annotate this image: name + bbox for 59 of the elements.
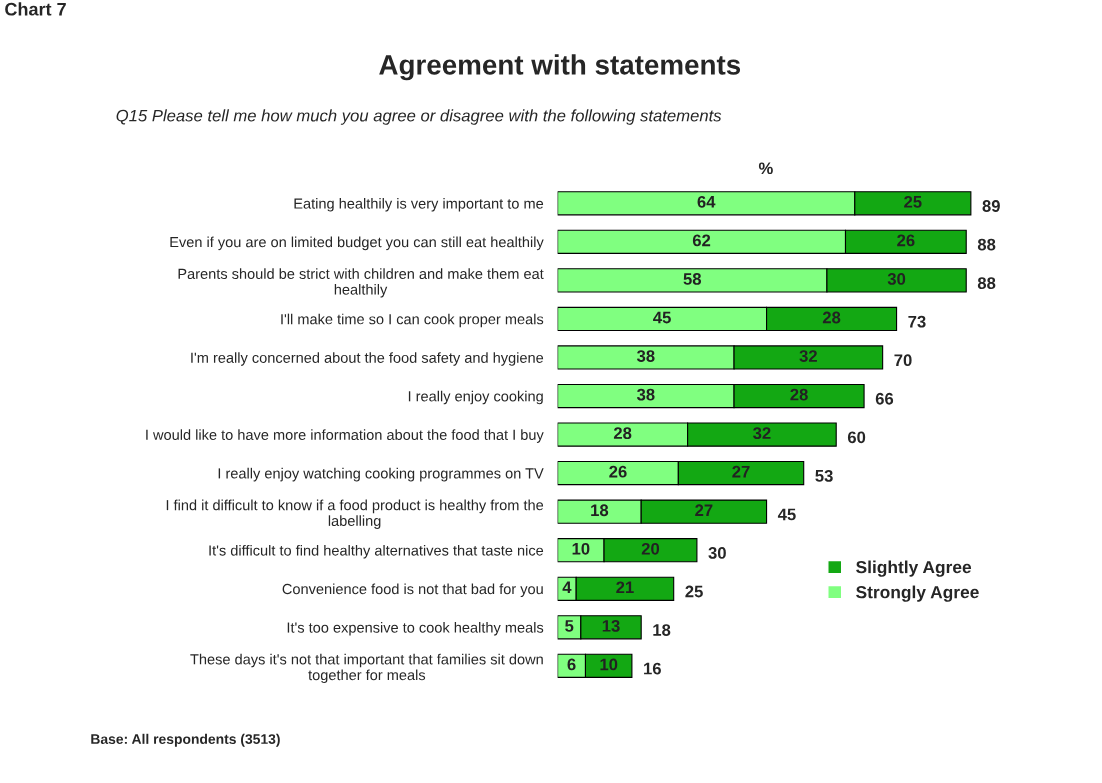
- data-label: 27: [732, 465, 750, 478]
- legend-label: Slightly Agree: [856, 560, 972, 577]
- x-axis-title: %: [758, 162, 773, 175]
- y-tick-label: It's too expensive to cook healthy meals: [287, 622, 544, 636]
- legend-label: Strongly Agree: [856, 585, 979, 602]
- total-label: 88: [977, 238, 996, 251]
- y-tick-label: I'm really concerned about the food safety and hygiene: [191, 352, 544, 366]
- total-label: 60: [847, 431, 866, 444]
- data-label: 18: [591, 504, 609, 517]
- data-label: 28: [822, 311, 841, 324]
- total-label: 18: [653, 624, 671, 636]
- data-label: 28: [790, 388, 808, 401]
- y-tick-label: Parents should be strict with children and make them eat healthily: [178, 268, 544, 298]
- data-label: 21: [616, 581, 634, 594]
- chart-title: Agreement with statements: [379, 54, 741, 81]
- y-tick-label: Convenience food is not that bad for you: [282, 583, 543, 598]
- data-label: 25: [904, 195, 922, 208]
- y-tick-label: Even if you are on limited budget you can still eat healthily: [170, 236, 544, 251]
- data-label: 20: [641, 542, 660, 555]
- total-label: 70: [894, 354, 912, 367]
- data-label: 32: [799, 350, 817, 362]
- text: Base: All respondents (3513): [91, 733, 280, 747]
- y-tick-label: These days it's not that important that families sit down together for meals: [190, 653, 543, 684]
- data-label: 45: [653, 311, 671, 324]
- data-label: 58: [683, 273, 702, 285]
- y-tick-label: It's difficult to find healthy alternatives that taste nice: [209, 544, 544, 559]
- data-label: 4: [562, 581, 572, 594]
- y-tick-label: Eating healthily is very important to me: [294, 197, 544, 212]
- data-label: 28: [613, 427, 632, 440]
- data-label: 38: [636, 350, 655, 362]
- total-label: 25: [685, 585, 703, 598]
- caption: Chart 7: [5, 2, 66, 16]
- data-label: 10: [600, 658, 618, 671]
- text: Q15 Please tell me how much you agree or disagree with the following statements: [116, 109, 722, 125]
- data-label: 26: [897, 234, 915, 247]
- total-label: 73: [908, 315, 926, 328]
- data-label: 64: [697, 195, 716, 208]
- y-tick-label: I really enjoy cooking: [408, 390, 543, 405]
- data-label: 38: [636, 388, 655, 401]
- total-label: 89: [982, 200, 1000, 212]
- data-label: 13: [602, 619, 620, 632]
- data-label: 10: [572, 542, 590, 555]
- data-label: 26: [609, 465, 627, 478]
- total-label: 45: [777, 508, 796, 521]
- total-label: 16: [644, 662, 661, 675]
- data-label: 5: [565, 620, 574, 632]
- y-tick-label: I'll make time so I can cook proper meals: [281, 313, 544, 328]
- y-tick-label: I find it difficult to know if a food product is healthy from the labelling: [166, 499, 544, 529]
- y-tick-label: I would like to have more information about the food that I buy: [146, 429, 544, 443]
- total-label: 53: [815, 469, 833, 482]
- total-label: 66: [875, 392, 894, 405]
- total-label: 30: [708, 547, 726, 559]
- data-label: 32: [753, 427, 771, 440]
- total-label: 88: [977, 277, 996, 290]
- data-label: 6: [567, 658, 576, 671]
- data-label: 30: [887, 273, 906, 285]
- y-tick-label: I really enjoy watching cooking programmes on TV: [218, 467, 544, 482]
- data-label: 62: [692, 234, 711, 247]
- data-label: 27: [695, 504, 713, 516]
